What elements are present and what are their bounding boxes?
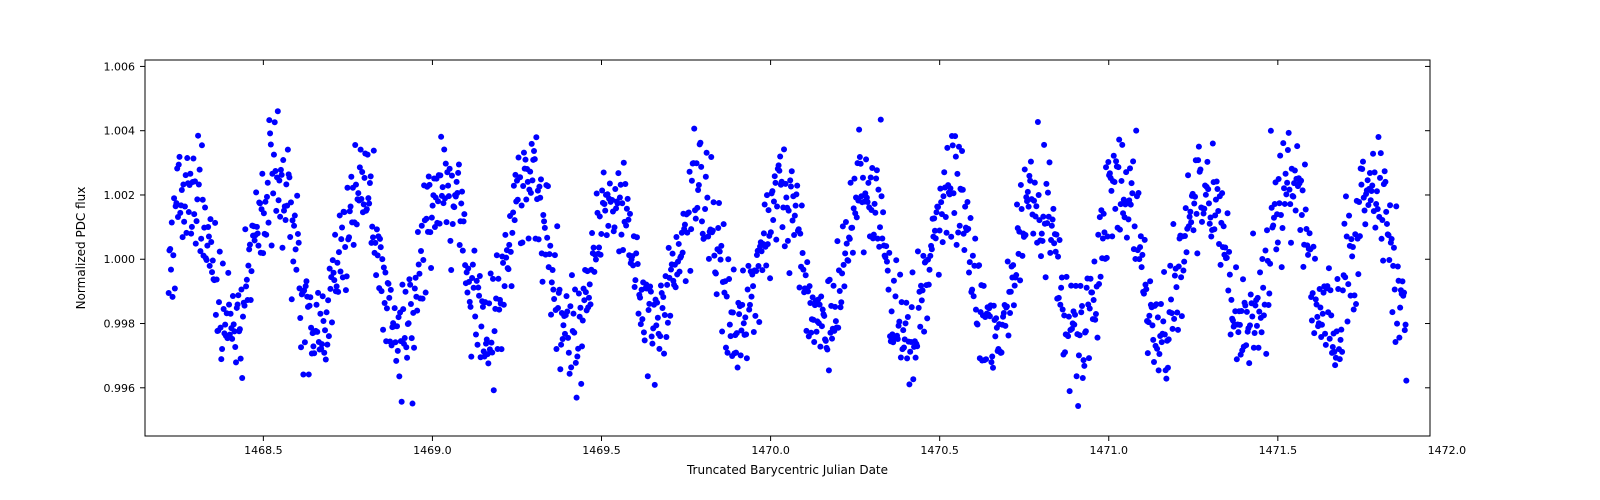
plot-border [145,60,1430,436]
x-tick-label: 1470.0 [751,444,790,457]
scatter-series [166,108,1410,409]
x-tick-label: 1471.5 [1259,444,1298,457]
y-tick-label: 0.996 [104,382,136,395]
x-tick-label: 1468.5 [244,444,283,457]
x-tick-label: 1471.0 [1090,444,1129,457]
x-tick-label: 1470.5 [920,444,959,457]
x-tick-label: 1469.5 [582,444,621,457]
chart-svg: 1468.5 1469.0 1469.5 1470.0 1470.5 1471.0 1471… [0,0,1600,500]
x-axis-label: Truncated Barycentric Julian Date [686,463,888,477]
lightcurve-chart: 1468.5 1469.0 1469.5 1470.0 1470.5 1471.0 1471… [0,0,1600,500]
y-tick-label: 1.006 [104,60,136,73]
y-tick-label: 1.004 [104,125,136,138]
y-tick-label: 1.002 [104,189,136,202]
y-tick-label: 1.000 [104,253,136,266]
x-tick-label: 1472.0 [1428,444,1467,457]
y-axis-label: Normalized PDC flux [74,187,88,310]
x-tick-label: 1469.0 [413,444,452,457]
y-tick-label: 0.998 [104,318,136,331]
